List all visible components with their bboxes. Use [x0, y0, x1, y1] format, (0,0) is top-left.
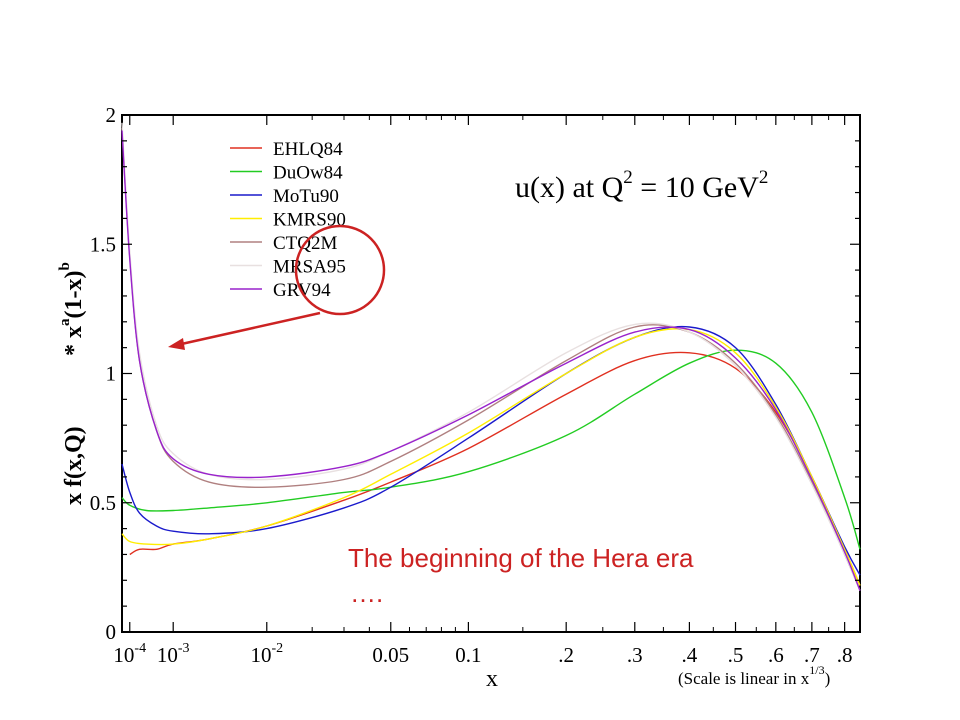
- x-tick-label: .6: [768, 643, 784, 667]
- x-tick-label: .2: [558, 643, 574, 667]
- series-line-motu90: [121, 325, 861, 576]
- y-tick-label: 1.5: [90, 232, 116, 256]
- x-tick-label: .8: [837, 643, 853, 667]
- series-line-grv94: [121, 130, 861, 591]
- annotation-ellipsis: ….: [350, 578, 383, 608]
- annotation-arrowhead: [168, 338, 185, 350]
- x-tick-label: 10-3: [157, 641, 190, 667]
- series-line-duow84: [121, 349, 861, 550]
- annotation-arrow: [176, 311, 321, 347]
- legend-label: DuOw84: [273, 163, 343, 184]
- curves: [121, 122, 861, 591]
- x-scale-note: (Scale is linear in x1/3): [678, 663, 830, 688]
- highlight-circle: [294, 224, 386, 316]
- series-line-kmrs90: [121, 327, 861, 586]
- y-tick-label: 0.5: [90, 491, 116, 515]
- x-axis-label: x: [486, 666, 498, 692]
- x-tick-label: .5: [728, 643, 744, 667]
- x-tick-label: 0.1: [455, 643, 481, 667]
- x-tick-label: .3: [627, 643, 643, 667]
- y-tick-label: 2: [106, 103, 117, 127]
- x-tick-label: 0.05: [372, 643, 409, 667]
- legend-label: EHLQ84: [273, 139, 343, 160]
- x-tick-label: 10-2: [250, 641, 283, 667]
- series-line-mrsa95: [121, 122, 861, 591]
- legend-label: MRSA95: [273, 257, 346, 278]
- legend-label: KMRS90: [273, 210, 346, 231]
- legend-label: MoTu90: [273, 186, 339, 207]
- annotation-text: The beginning of the Hera era: [348, 543, 694, 573]
- y-tick-label: 1: [106, 362, 117, 386]
- y-axis-label: x f(x,Q): [61, 426, 87, 505]
- y-tick-label: 0: [106, 620, 117, 644]
- x-tick-label: 10-4: [113, 641, 146, 667]
- x-tick-label: .4: [682, 643, 698, 667]
- x-tick-label: .7: [804, 643, 820, 667]
- y-axis-label-2: * xa(1-x)b: [57, 262, 87, 356]
- chart-title: u(x) at Q2 = 10 GeV2: [515, 167, 768, 204]
